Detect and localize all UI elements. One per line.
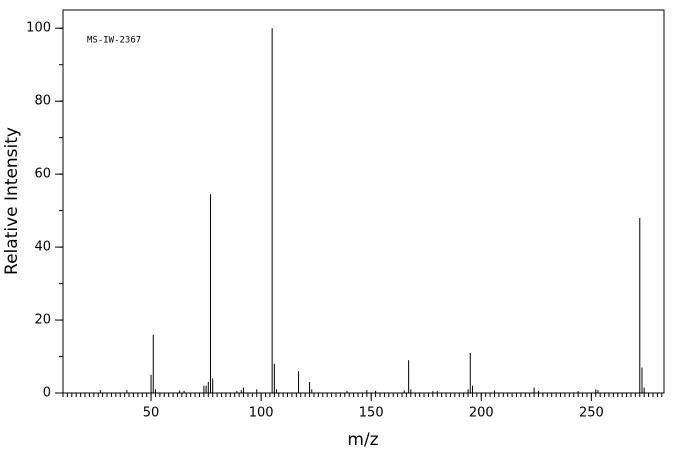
x-tick-label: 100 [249, 406, 274, 421]
annotation: MS-IW-2367 [87, 36, 141, 46]
y-tick-label: 100 [26, 21, 51, 36]
x-tick-label: 150 [359, 406, 384, 421]
x-tick-label: 200 [469, 406, 494, 421]
x-axis-title: m/z [347, 430, 378, 450]
x-tick-label: 50 [143, 406, 160, 421]
y-axis-title: Relative Intensity [2, 127, 22, 275]
y-tick-label: 80 [34, 94, 51, 109]
y-tick-label: 60 [34, 167, 51, 182]
y-tick-label: 20 [34, 313, 51, 328]
y-tick-label: 0 [43, 386, 51, 401]
x-tick-label: 250 [579, 406, 604, 421]
y-tick-label: 40 [34, 240, 51, 255]
plot-frame [62, 9, 665, 394]
